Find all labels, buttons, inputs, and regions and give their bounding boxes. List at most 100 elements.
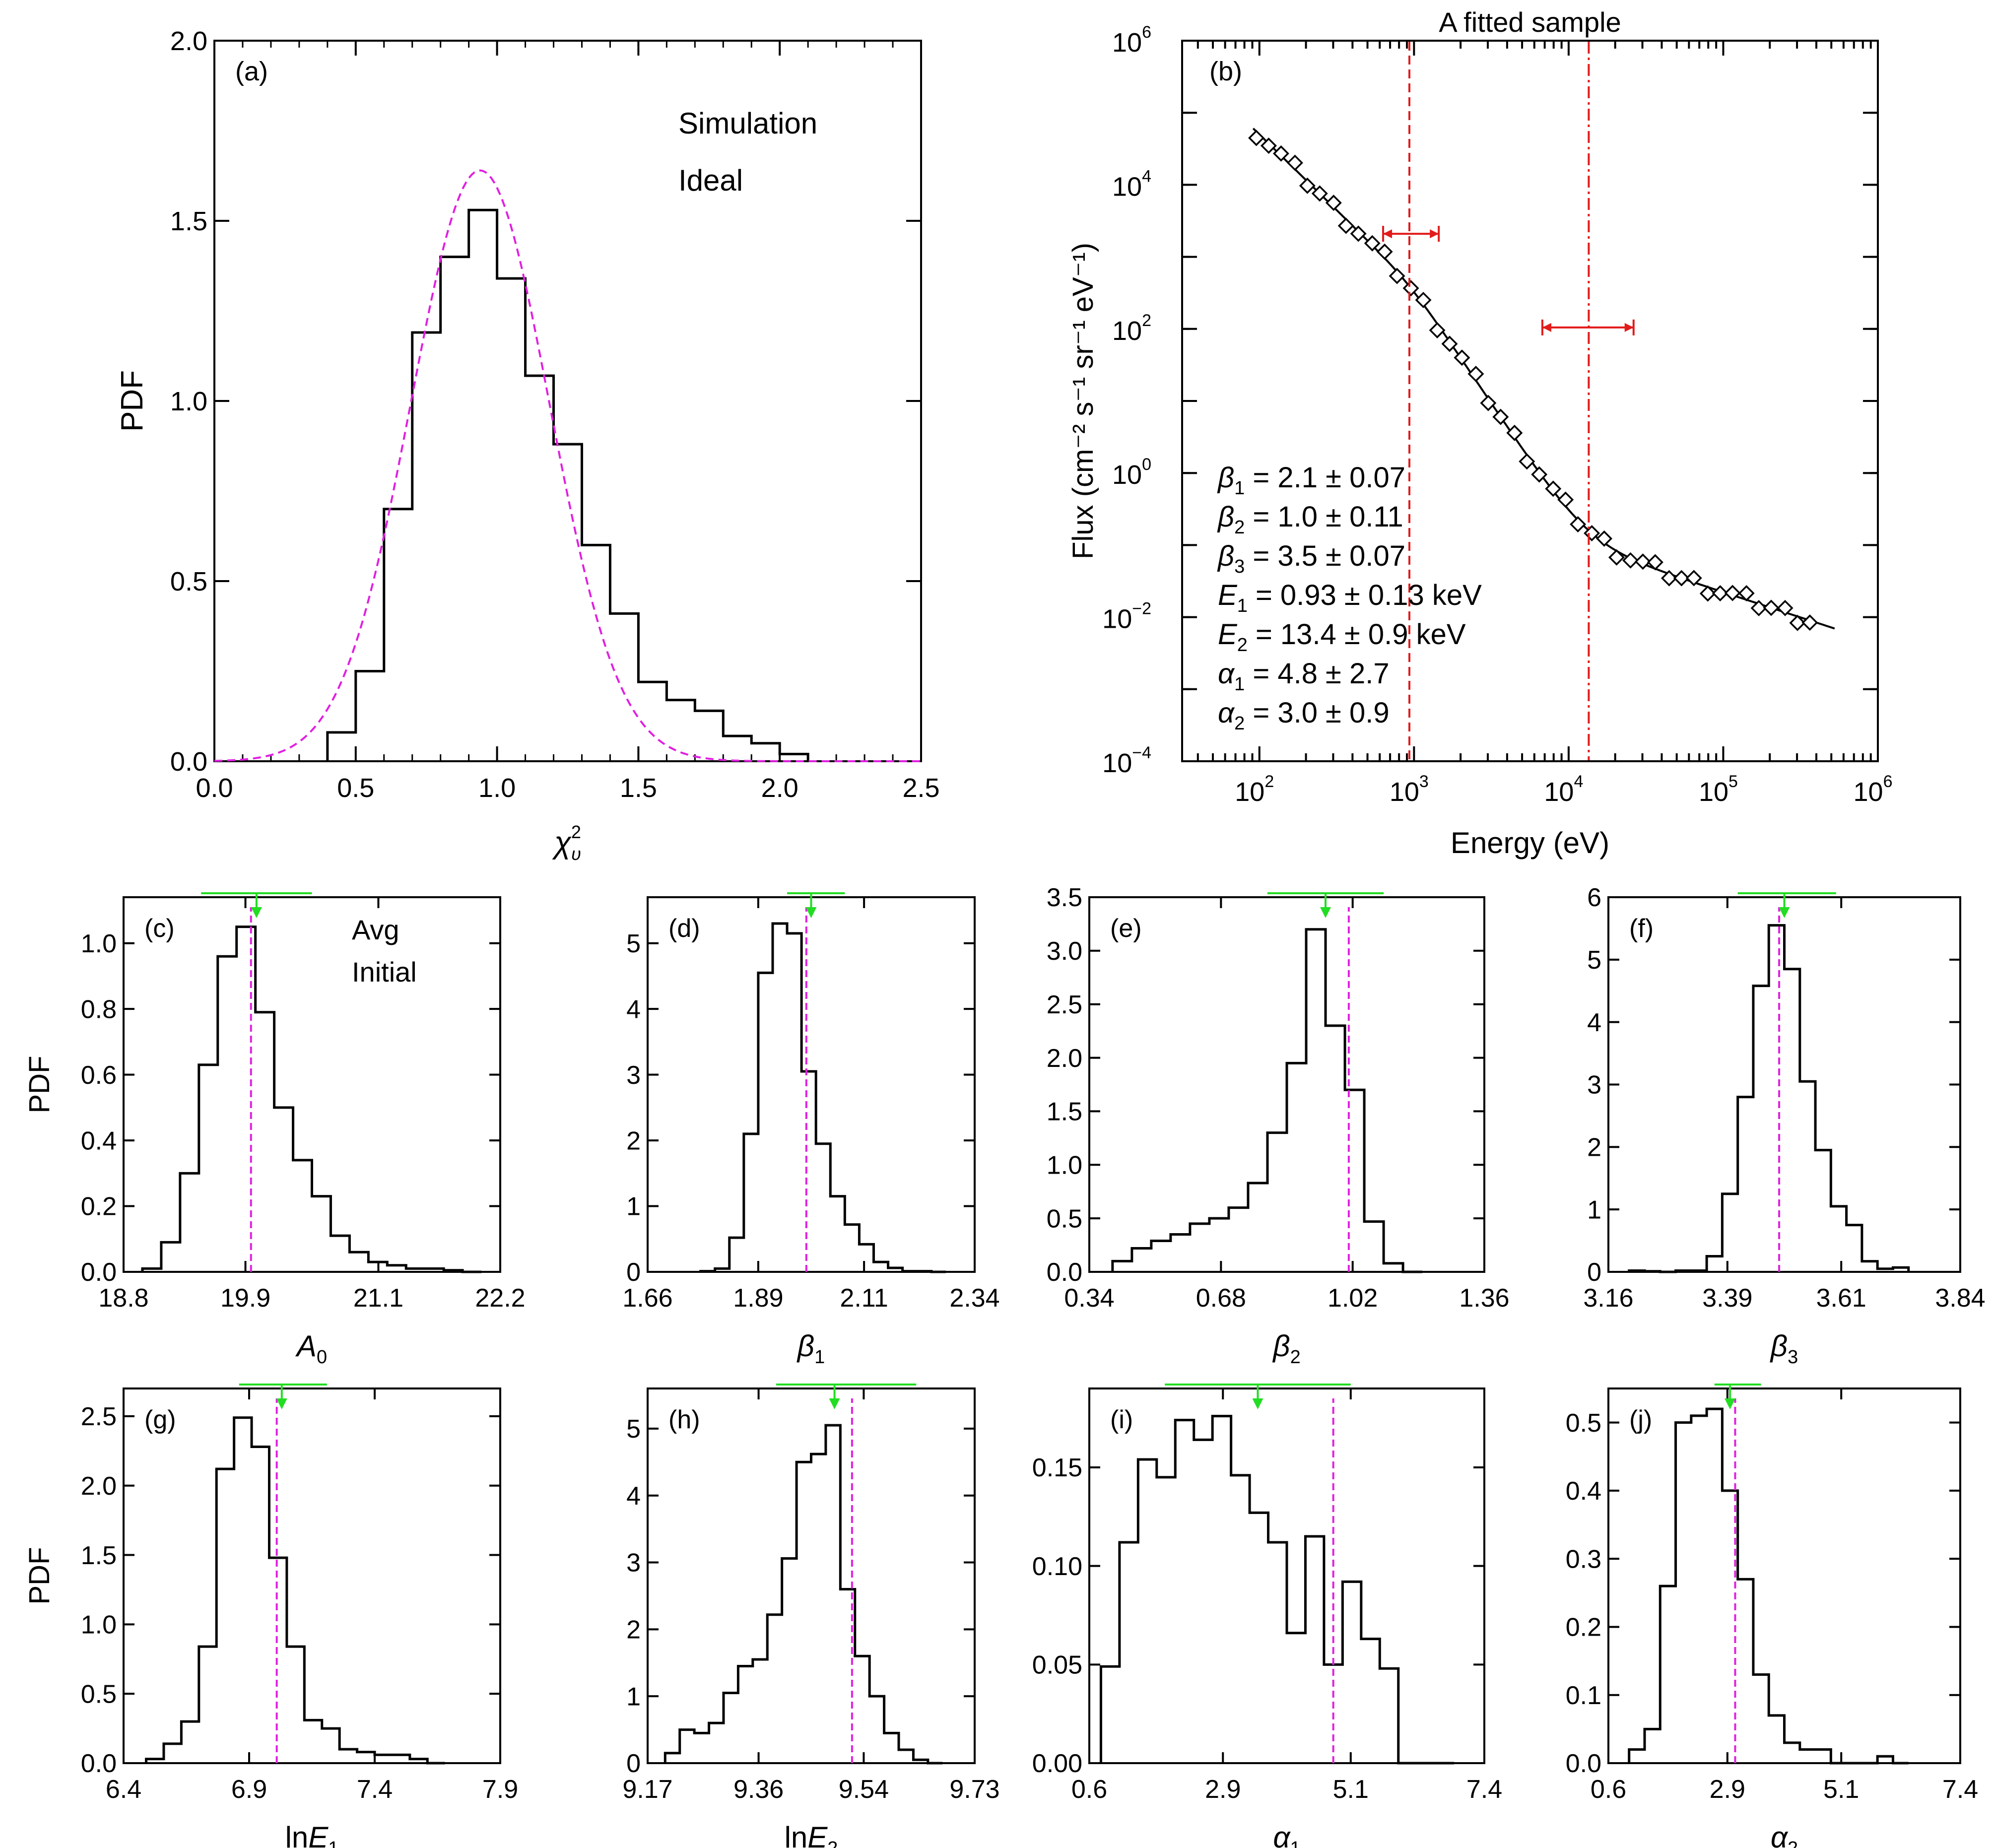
data-point xyxy=(1712,585,1728,602)
x-label-symbol: E xyxy=(308,1821,329,1848)
avg-arrow-head xyxy=(1779,907,1790,918)
data-point xyxy=(1299,177,1316,194)
param-value: = 13.4 ± 0.9 keV xyxy=(1248,618,1466,651)
histogram-steps xyxy=(699,922,946,1273)
y-tick-label: 0.4 xyxy=(81,1126,117,1155)
data-point xyxy=(1467,366,1484,382)
param-value: = 3.5 ± 0.07 xyxy=(1245,540,1405,572)
tick-exponent: 6 xyxy=(1883,772,1893,791)
avg-arrow-head xyxy=(1252,1398,1263,1409)
data-point xyxy=(1647,554,1663,571)
x-tick-label: 106 xyxy=(1854,772,1893,807)
y-tick-label: 0.5 xyxy=(1047,1204,1082,1233)
error-bar-arrow xyxy=(1542,323,1551,332)
data-point xyxy=(1763,599,1780,616)
y-tick-label: 2 xyxy=(626,1616,641,1645)
y-tick-label: 3.0 xyxy=(1047,937,1082,966)
x-axis-label: lnE2 xyxy=(785,1821,838,1848)
y-tick-label: 0.05 xyxy=(1032,1651,1082,1680)
data-point xyxy=(1738,585,1755,601)
panel-label: (f) xyxy=(1629,914,1654,943)
panel-g: 6.4 6.9 7.4 7.9 0.0 0.5 1.0 1.5 2.0 2.5 (g) PDF lnE1 xyxy=(23,1384,518,1848)
data-point xyxy=(1311,185,1328,202)
tick-base: 10 xyxy=(1112,460,1142,490)
x-tick-label: 7.4 xyxy=(357,1775,393,1804)
y-tick-label: 1.5 xyxy=(1047,1098,1082,1126)
data-point xyxy=(1260,137,1277,154)
x-tick-label: 6.4 xyxy=(106,1775,141,1804)
error-bar-arrow xyxy=(1430,229,1439,239)
x-label-subscript: 2 xyxy=(827,1838,838,1848)
tick-exponent: −2 xyxy=(1132,599,1151,618)
panel-label: (g) xyxy=(144,1405,176,1434)
x-axis-label: β2 xyxy=(1272,1329,1300,1368)
y-tick-label: 2.5 xyxy=(81,1402,117,1431)
param-subscript: 2 xyxy=(1234,517,1245,538)
legend-entry: Avg xyxy=(352,914,399,945)
histogram-steps xyxy=(326,208,809,761)
x-tick-label: 1.5 xyxy=(620,773,657,803)
x-tick-label: 2.9 xyxy=(1205,1775,1241,1804)
x-tick-label: 6.9 xyxy=(231,1775,267,1804)
data-point xyxy=(1325,195,1342,211)
data-point xyxy=(1480,395,1497,411)
y-tick-label: 1 xyxy=(1587,1195,1601,1224)
y-tick-label: 10−2 xyxy=(1102,599,1151,634)
data-point xyxy=(1545,480,1562,497)
tick-base: 10 xyxy=(1854,777,1883,807)
panel-label: (h) xyxy=(668,1405,700,1434)
x-tick-label: 2.0 xyxy=(761,773,798,803)
param-symbol: β xyxy=(1217,462,1234,494)
data-point xyxy=(1596,530,1613,547)
x-axis-label: α2 xyxy=(1771,1821,1798,1848)
param-subscript: 1 xyxy=(1237,595,1248,616)
tick-base: 10 xyxy=(1112,28,1142,58)
data-point xyxy=(1750,599,1767,616)
data-point xyxy=(1519,453,1535,470)
tick-exponent: 4 xyxy=(1142,167,1151,186)
x-tick-label: 3.16 xyxy=(1583,1284,1633,1313)
histogram-steps xyxy=(1628,1407,1909,1765)
plot-frame xyxy=(1181,40,1879,762)
data-point xyxy=(1608,549,1625,566)
y-tick-label: 4 xyxy=(1587,1008,1601,1037)
y-tick-label: 4 xyxy=(626,1482,641,1511)
panel-label: (a) xyxy=(235,57,268,86)
plot-frame xyxy=(647,1387,976,1764)
legend-entry: Simulation xyxy=(678,107,817,140)
y-tick-label: 5 xyxy=(626,929,641,958)
data-point xyxy=(1699,585,1716,602)
data-point xyxy=(1777,599,1794,616)
x-tick-label: 2.5 xyxy=(902,773,939,803)
y-tick-label: 0.1 xyxy=(1566,1681,1601,1710)
chart-title: A fitted sample xyxy=(1439,6,1621,38)
fit-parameter: β2 = 1.0 ± 0.11 xyxy=(1217,501,1403,538)
data-point xyxy=(1376,243,1393,260)
param-symbol: β xyxy=(1217,501,1234,533)
y-tick-label: 104 xyxy=(1112,167,1151,201)
tick-base: 10 xyxy=(1235,777,1264,807)
data-point xyxy=(1685,570,1702,587)
avg-arrow-head xyxy=(829,1398,840,1409)
panel-j: 0.6 2.9 5.1 7.4 0.0 0.1 0.2 0.3 0.4 0.5 (j) α2 xyxy=(1566,1384,1978,1848)
param-value: = 4.8 ± 2.7 xyxy=(1245,658,1389,690)
y-tick-label: 1.5 xyxy=(170,206,207,236)
x-tick-label: 5.1 xyxy=(1333,1775,1369,1804)
plot-frame xyxy=(1088,896,1485,1273)
data-point xyxy=(1531,466,1548,483)
y-tick-label: 102 xyxy=(1112,311,1151,346)
y-axis-label: PDF xyxy=(115,370,149,432)
x-tick-label: 0.6 xyxy=(1071,1775,1107,1804)
x-label-symbol: β xyxy=(1770,1329,1788,1363)
y-tick-label: 1.0 xyxy=(170,387,207,416)
y-axis-label: Flux (cm⁻² s⁻¹ sr⁻¹ eV⁻¹) xyxy=(1067,243,1099,559)
tick-exponent: 0 xyxy=(1142,455,1151,474)
y-tick-label: 0.0 xyxy=(1047,1258,1082,1287)
x-axis-label: Energy (eV) xyxy=(1451,826,1609,859)
data-point xyxy=(1454,349,1470,366)
y-tick-label: 3 xyxy=(626,1549,641,1578)
data-point xyxy=(1389,267,1405,284)
